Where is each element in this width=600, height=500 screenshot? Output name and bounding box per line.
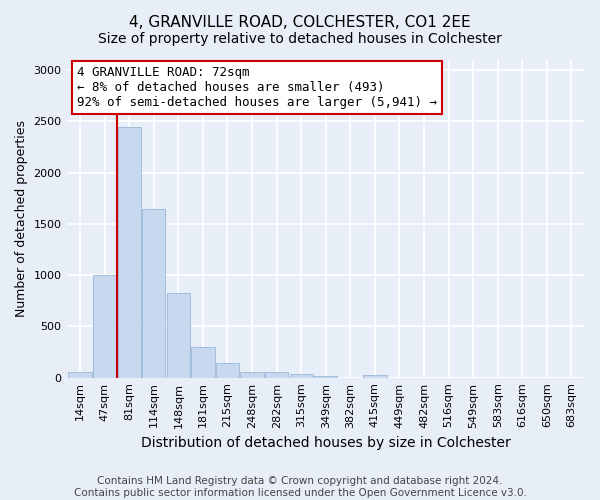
Bar — [142, 208, 166, 378]
Bar — [68, 372, 92, 378]
Text: Size of property relative to detached houses in Colchester: Size of property relative to detached ho… — [98, 32, 502, 46]
Text: Contains HM Land Registry data © Crown copyright and database right 2024.
Contai: Contains HM Land Registry data © Crown c… — [74, 476, 526, 498]
Text: 4, GRANVILLE ROAD, COLCHESTER, CO1 2EE: 4, GRANVILLE ROAD, COLCHESTER, CO1 2EE — [129, 15, 471, 30]
Text: 4 GRANVILLE ROAD: 72sqm
← 8% of detached houses are smaller (493)
92% of semi-de: 4 GRANVILLE ROAD: 72sqm ← 8% of detached… — [77, 66, 437, 110]
Bar — [363, 374, 386, 378]
Bar — [167, 292, 190, 378]
Bar — [118, 126, 141, 378]
Bar — [290, 374, 313, 378]
Bar — [241, 372, 264, 378]
Bar — [191, 347, 215, 378]
X-axis label: Distribution of detached houses by size in Colchester: Distribution of detached houses by size … — [141, 436, 511, 450]
Bar — [314, 376, 337, 378]
Y-axis label: Number of detached properties: Number of detached properties — [15, 120, 28, 318]
Bar — [265, 372, 288, 378]
Bar — [93, 275, 116, 378]
Bar — [216, 364, 239, 378]
